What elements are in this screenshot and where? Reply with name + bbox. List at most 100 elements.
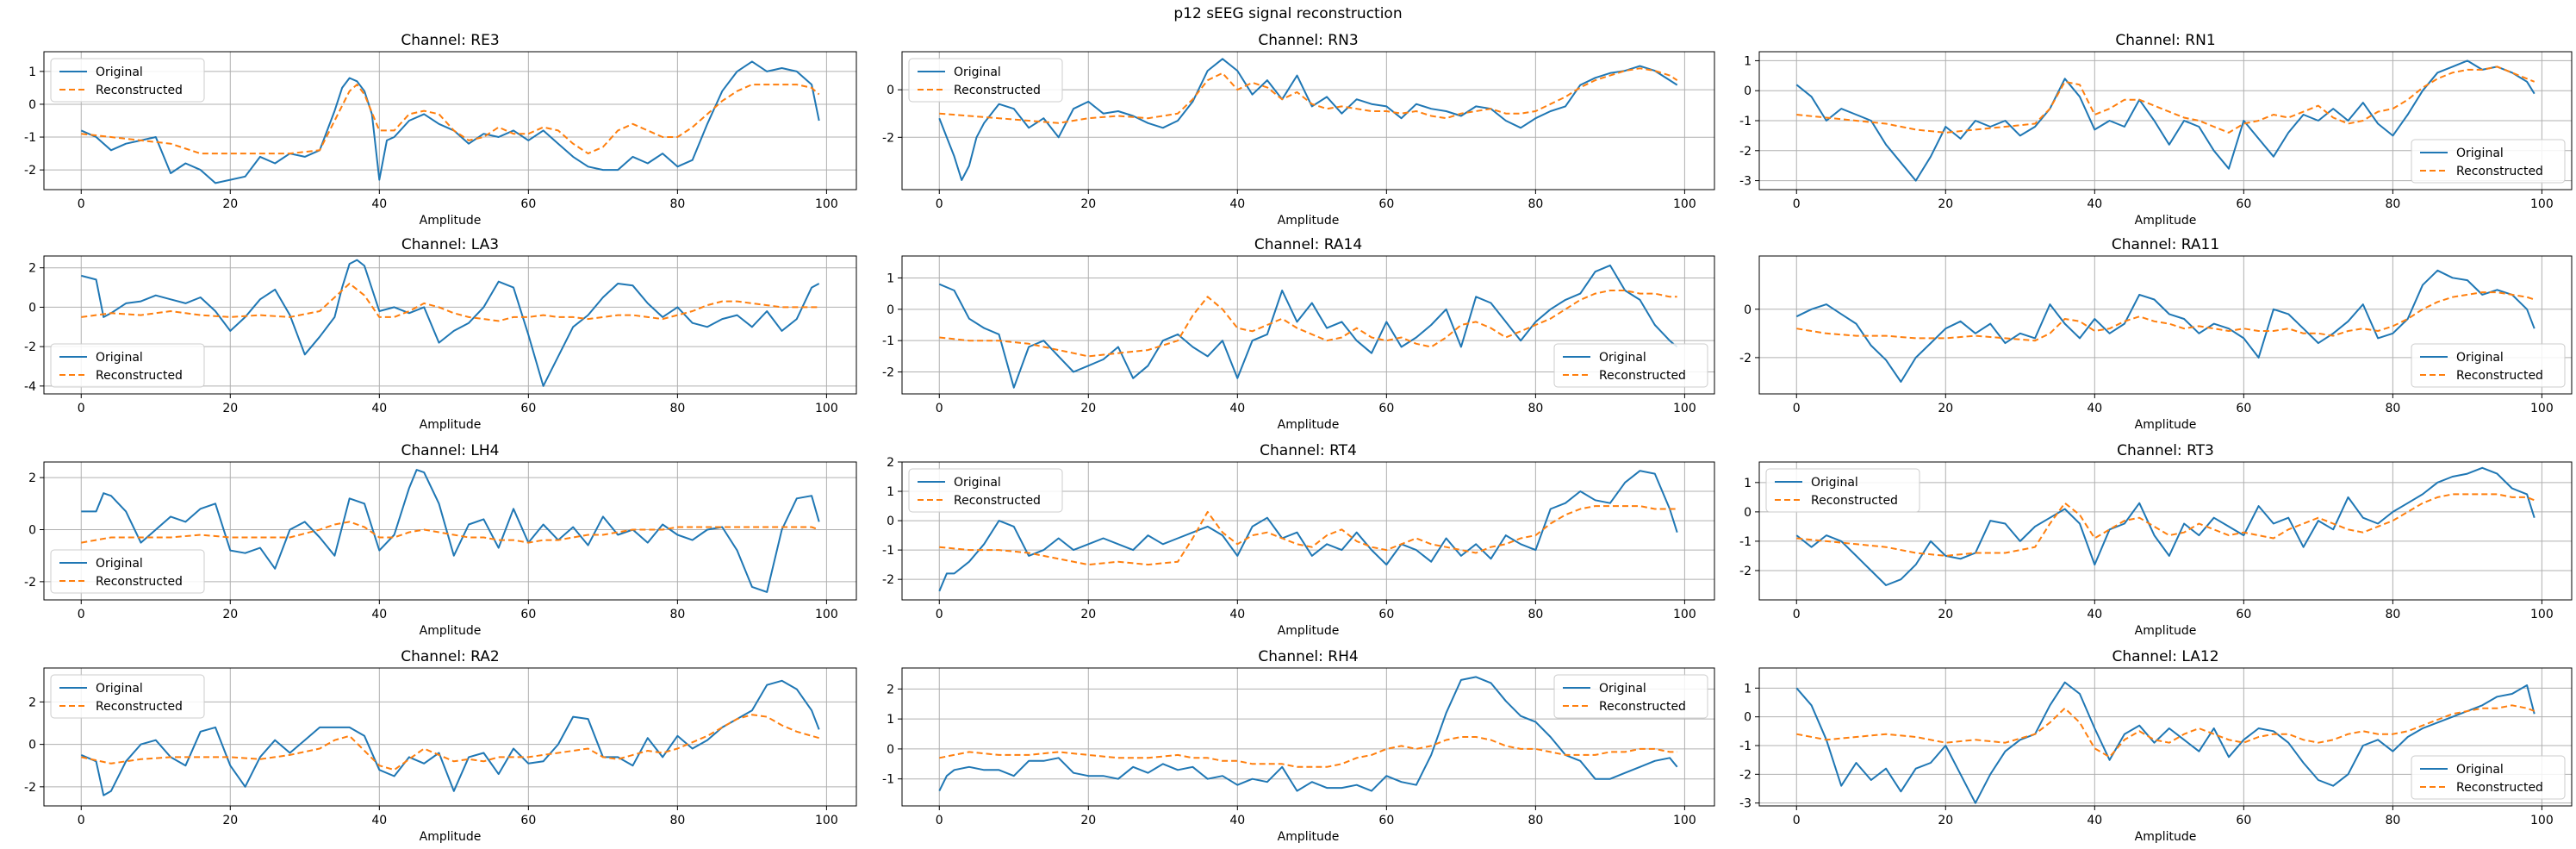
x-tick-label: 40 — [2087, 402, 2102, 415]
legend: Original Reconstructed — [2411, 343, 2566, 388]
subplot-la12: Channel: LA12 0 20 40 60 80 100 -3 -2 -1 0 1 Amplitu… — [1739, 648, 2573, 844]
subplot-title: Channel: RH4 — [1258, 648, 1358, 665]
axes-frame — [43, 51, 857, 190]
x-tick-label: 20 — [1938, 814, 1953, 827]
legend-box — [908, 58, 1063, 103]
x-tick-label: 40 — [1229, 402, 1245, 415]
x-tick-label: 100 — [1673, 608, 1696, 621]
x-tick-label: 20 — [1938, 608, 1953, 621]
x-tick-label: 0 — [78, 814, 85, 827]
x-tick-label: 0 — [1793, 608, 1801, 621]
y-tick-label: -2 — [24, 781, 36, 795]
x-tick-label: 60 — [2236, 197, 2251, 211]
x-axis-label: Amplitude — [2135, 830, 2197, 844]
series-line-original — [81, 469, 820, 593]
series-line-reconstructed — [1796, 291, 2536, 342]
x-tick-label: 100 — [1673, 814, 1696, 827]
x-axis-label: Amplitude — [2135, 624, 2197, 638]
subplot-la3: Channel: LA3 0 20 40 60 80 100 -4 -2 0 2 Amplitude O… — [24, 236, 857, 432]
y-tick-label: 0 — [1744, 506, 1752, 520]
y-tick-label: 0 — [28, 98, 36, 112]
y-tick-label: 1 — [1744, 477, 1752, 490]
x-tick-label: 40 — [371, 814, 387, 827]
x-tick-label: 40 — [371, 402, 387, 415]
legend-label-original: Original — [2456, 351, 2504, 365]
x-tick-label: 100 — [2530, 608, 2554, 621]
series-line-original — [1795, 466, 2536, 586]
x-tick-label: 20 — [222, 197, 238, 211]
x-tick-label: 80 — [2385, 197, 2400, 211]
x-tick-label: 60 — [520, 197, 536, 211]
y-tick-label: 0 — [887, 743, 894, 757]
axes-frame — [901, 667, 1715, 807]
subplot-rn3: Channel: RN3 0 20 40 60 80 100 -2 0 Amplitude Orig… — [882, 32, 1715, 228]
legend-box — [2411, 139, 2566, 184]
x-tick-label: 0 — [936, 608, 943, 621]
legend-label-original: Original — [96, 66, 143, 79]
legend: Original Reconstructed — [1553, 343, 1708, 388]
x-tick-label: 80 — [1528, 608, 1543, 621]
y-tick-label: 1 — [1744, 682, 1752, 696]
legend-label-reconstructed: Reconstructed — [96, 700, 183, 714]
x-tick-label: 40 — [1229, 814, 1245, 827]
subplot-rt4: Channel: RT4 0 20 40 60 80 100 -2 -1 0 1 2 Amplitude… — [882, 442, 1715, 638]
x-tick-label: 20 — [222, 608, 238, 621]
y-tick-label: 0 — [887, 84, 894, 97]
legend-label-original: Original — [96, 682, 143, 696]
legend: Original Reconstructed — [2411, 755, 2566, 800]
legend-label-reconstructed: Reconstructed — [96, 369, 183, 383]
subplot-ra14: Channel: RA14 0 20 40 60 80 100 -2 -1 0 1 Amplitude… — [882, 236, 1715, 432]
y-tick-label: 1 — [887, 485, 894, 499]
subplot-title: Channel: RA14 — [1254, 236, 1362, 253]
axes-frame — [901, 51, 1715, 190]
y-tick-label: -2 — [1739, 768, 1752, 782]
x-tick-label: 0 — [78, 402, 85, 415]
x-axis-label: Amplitude — [2135, 418, 2197, 432]
x-tick-label: 20 — [1080, 814, 1096, 827]
legend-label-reconstructed: Reconstructed — [1811, 494, 1898, 508]
y-tick-label: 1 — [887, 272, 894, 285]
y-tick-label: 2 — [887, 683, 894, 696]
series-line-reconstructed — [1796, 66, 2536, 134]
legend-box — [1765, 468, 1920, 513]
x-axis-label: Amplitude — [420, 214, 482, 228]
x-axis-label: Amplitude — [420, 830, 482, 844]
x-tick-label: 80 — [669, 814, 685, 827]
legend-box — [50, 343, 205, 388]
legend-label-reconstructed: Reconstructed — [1599, 700, 1686, 714]
y-tick-label: 0 — [28, 523, 36, 537]
legend-label-reconstructed: Reconstructed — [954, 494, 1041, 508]
subplot-ra11: Channel: RA11 0 20 40 60 80 100 -2 0 Amplitude Ori… — [1739, 236, 2573, 432]
x-tick-label: 40 — [371, 197, 387, 211]
legend-label-original: Original — [2456, 763, 2504, 777]
subplot-title: Channel: LH4 — [401, 442, 500, 459]
subplot-lh4: Channel: LH4 0 20 40 60 80 100 -2 0 2 Amplitude Ori… — [24, 442, 857, 638]
axes-frame — [43, 461, 857, 601]
subplot-title: Channel: RA11 — [2112, 236, 2219, 253]
x-tick-label: 40 — [1229, 608, 1245, 621]
y-tick-label: -2 — [24, 340, 36, 354]
x-tick-label: 100 — [815, 197, 838, 211]
axes-frame — [43, 667, 857, 807]
legend-box — [50, 674, 205, 719]
x-tick-label: 60 — [1378, 814, 1394, 827]
y-tick-label: -1 — [1739, 115, 1752, 128]
y-tick-label: 1 — [1744, 54, 1752, 68]
series-line-original — [938, 264, 1678, 389]
legend-label-original: Original — [954, 66, 1001, 79]
x-tick-label: 60 — [520, 814, 536, 827]
x-tick-label: 0 — [1793, 814, 1801, 827]
x-tick-label: 40 — [2087, 608, 2102, 621]
y-tick-label: 0 — [1744, 303, 1752, 317]
y-tick-label: -1 — [1739, 535, 1752, 549]
y-tick-label: 1 — [28, 66, 36, 79]
subplot-title: Channel: RN1 — [2115, 32, 2215, 49]
y-tick-label: 0 — [28, 739, 36, 752]
y-tick-label: -1 — [882, 544, 894, 558]
legend: Original Reconstructed — [1765, 468, 1920, 513]
legend-box — [2411, 343, 2566, 388]
series-line-original — [938, 676, 1678, 792]
series-line-reconstructed — [81, 84, 820, 155]
x-tick-label: 20 — [1938, 197, 1953, 211]
